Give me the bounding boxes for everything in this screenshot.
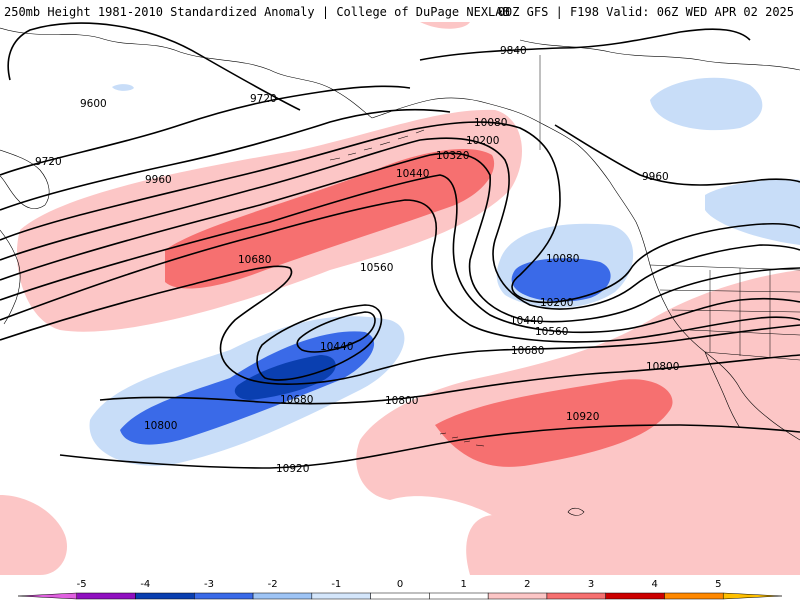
contour-9600 [7,22,301,111]
colorbar-swatch [135,592,195,600]
contour-label: 10680 [511,345,544,357]
contour-10440-closed [296,311,376,353]
contour-label: 10800 [144,420,177,432]
contour-9960-west [0,108,451,211]
contour-label: 10320 [436,150,469,162]
strong-positive-anomaly-east-pacific [435,379,673,467]
siberia-coast [0,27,373,119]
us-state-lines [659,268,800,358]
contour-10200 [0,137,800,310]
colorbar-swatch [194,592,254,600]
nw-america-coast [609,181,800,441]
colorbar-swatch [76,592,136,600]
baja-peninsula [704,351,741,429]
contour-label: 10800 [385,395,418,407]
colorbar-tick-label: 4 [651,579,657,590]
contour-label: 10080 [546,253,579,265]
colorbar-swatch [487,592,548,600]
colorbar-tick-label: 2 [524,579,530,590]
contour-label: 10200 [540,297,573,309]
aleutian-chain [329,129,425,161]
canada-arctic-coast [519,39,800,71]
contour-label: 9600 [80,98,107,110]
colorbar-swatch [429,592,489,600]
contour-label: 10680 [280,394,313,406]
colorbar-swatch [664,592,724,600]
contour-10800 [99,354,800,405]
anomaly-colorbar: -5 -4 -3 -2 -1 0 1 2 3 4 5 [17,579,783,600]
contour-label: 9960 [642,171,669,183]
colorbar-tick-label: -2 [268,579,278,590]
colorbar-tick-label: 1 [460,579,466,590]
contour-label: 10080 [474,117,507,129]
colorbar-swatch [17,592,78,600]
us-mexico-border [704,351,800,361]
colorbar-swatches [17,592,783,600]
political-borders [539,55,800,361]
contour-10560 [0,199,800,343]
colorbar-tick-label: 0 [397,579,403,590]
anomaly-shading [0,22,800,575]
contour-labels: 9600 9720 9720 9840 9960 9960 10080 1008… [35,45,679,475]
colorbar-tick-label: -3 [204,579,214,590]
contour-label: 10800 [646,361,679,373]
kamchatka-coast [0,149,50,209]
negative-anomaly-small [112,84,134,91]
colorbar-swatch [252,592,313,600]
colorbar-swatch [605,592,665,600]
positive-anomaly-north-corner [420,22,470,29]
colorbar-ticks: -5 -4 -3 -2 -1 0 1 2 3 4 5 [77,579,722,590]
colorbar-swatch [311,592,371,600]
contour-label: 9720 [250,93,277,105]
height-contours [0,22,800,469]
contour-label: 9840 [500,45,527,57]
colorbar-tick-label: -5 [77,579,87,590]
contour-label: 10440 [510,315,543,327]
contour-label: 10440 [320,341,353,353]
hawaii-islands [439,432,485,447]
kuril-arc [0,229,21,325]
contour-10680 [0,265,800,385]
colorbar-swatch [546,592,606,600]
colorbar-swatch [722,592,783,600]
moderate-negative-anomaly-low-center [511,258,611,302]
contour-label: 10560 [535,326,568,338]
strong-negative-anomaly-central-pacific [234,355,336,400]
colorbar-tick-label: -1 [331,579,341,590]
colorbar-tick-label: 3 [588,579,594,590]
strong-positive-anomaly-north-pacific [165,149,495,289]
contour-label: 10680 [238,254,271,266]
small-island [567,507,585,516]
contour-label: 9960 [145,174,172,186]
positive-anomaly-sw-corner [0,495,68,575]
contour-label: 9720 [35,156,62,168]
contour-10920 [59,424,800,469]
colorbar-swatch [370,592,430,600]
contour-label: 10560 [360,262,393,274]
alaska-coast [371,97,611,183]
strong-positive-anomaly-sw-tail [466,515,560,575]
colorbar-tick-label: -4 [140,579,150,590]
negative-anomaly-canada-east [705,179,800,245]
coastlines [0,27,800,516]
header-bar: 250mb Height 1981-2010 Standardized Anom… [0,0,800,22]
contour-label: 10440 [396,168,429,180]
contour-label: 10920 [276,463,309,475]
colorbar-tick-label: 5 [715,579,721,590]
anomaly-map: 9600 9720 9720 9840 9960 9960 10080 1008… [0,22,800,575]
model-valid-time: 00Z GFS | F198 Valid: 06Z WED APR 02 202… [497,5,794,19]
contour-10560-inner [256,304,383,381]
contour-10320 [0,152,800,323]
chart-title: 250mb Height 1981-2010 Standardized Anom… [4,5,510,19]
contour-label: 10920 [566,411,599,423]
contour-9720 [0,85,411,176]
contour-10440 [0,174,800,334]
negative-anomaly-canada [650,77,763,131]
contour-label: 10200 [466,135,499,147]
contour-9960-east [554,124,800,186]
contour-9840 [419,28,751,61]
contour-10080 [0,121,800,304]
